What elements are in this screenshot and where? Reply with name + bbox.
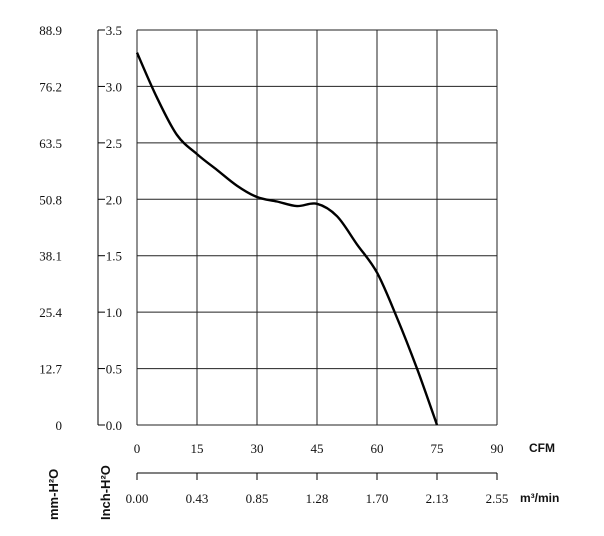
x-tick-label-cfm: 30: [251, 441, 264, 456]
x-tick-label-cfm: 90: [491, 441, 504, 456]
y-tick-label-mm: 25.4: [39, 305, 62, 320]
tick-labels: 0 12.7 25.4 38.1 50.8 63.5 76.2 88.9 0.0 0.5 1.0 1.…: [39, 23, 508, 506]
y-tick-label-inch: 1.0: [106, 305, 122, 320]
pressure-curve: [135, 52, 439, 426]
x-tick-label-m3min: 0.00: [126, 491, 149, 506]
y-tick-label-inch: 3.5: [106, 23, 122, 38]
x-tick-label-m3min: 2.13: [426, 491, 449, 506]
x-tick-label-cfm: 0: [134, 441, 141, 456]
y-tick-label-mm: 38.1: [39, 249, 62, 264]
grid: [136, 29, 498, 426]
x-tick-label-m3min: 2.55: [486, 491, 509, 506]
x-tick-label-m3min: 0.85: [246, 491, 269, 506]
y-label-inch: Inch-H²O: [98, 465, 113, 520]
x-tick-label-cfm: 45: [311, 441, 324, 456]
x-tick-label-cfm: 60: [371, 441, 384, 456]
x-tick-label-cfm: 75: [431, 441, 444, 456]
y-tick-label-inch: 2.5: [106, 136, 122, 151]
y-label-mm: mm-H²O: [46, 469, 61, 520]
y-tick-label-mm: 50.8: [39, 192, 62, 207]
x-tick-label-m3min: 0.43: [186, 491, 209, 506]
y-tick-label-mm: 0: [56, 418, 63, 433]
y-tick-label-inch: 0.0: [106, 418, 122, 433]
x-tick-label-m3min: 1.28: [306, 491, 329, 506]
x-tick-label-m3min: 1.70: [366, 491, 389, 506]
y-tick-label-mm: 76.2: [39, 79, 62, 94]
y-tick-label-inch: 0.5: [106, 362, 122, 377]
y-tick-label-mm: 88.9: [39, 23, 62, 38]
x-unit-cfm: CFM: [529, 441, 555, 455]
y-tick-label-mm: 63.5: [39, 136, 62, 151]
x-tick-label-cfm: 15: [191, 441, 204, 456]
y-tick-label-inch: 3.0: [106, 79, 122, 94]
x-unit-m3min: m³/min: [520, 491, 559, 505]
y-tick-label-inch: 1.5: [106, 249, 122, 264]
y-tick-label-inch: 2.0: [106, 192, 122, 207]
series-layer: [135, 52, 439, 426]
y-tick-label-mm: 12.7: [39, 362, 62, 377]
axes: [97, 29, 498, 480]
